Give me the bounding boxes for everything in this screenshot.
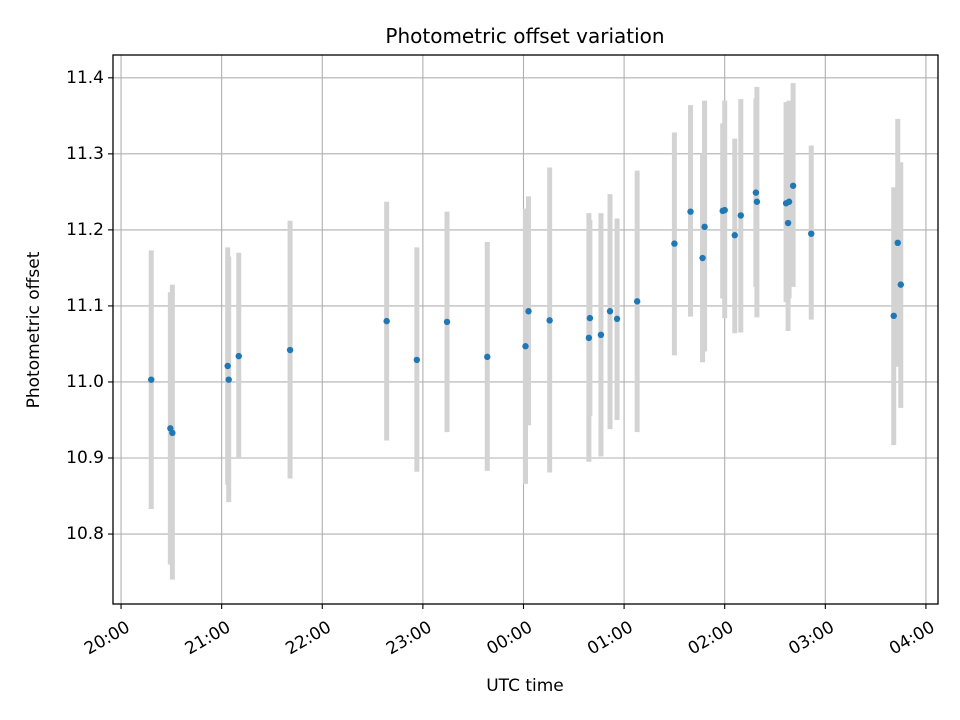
y-tick-label: 11.3 xyxy=(66,144,104,164)
y-tick-label: 10.9 xyxy=(66,448,104,468)
data-point xyxy=(785,198,793,205)
data-point xyxy=(671,240,678,247)
y-tick-label: 11.0 xyxy=(66,372,104,392)
data-point xyxy=(225,376,232,383)
data-point xyxy=(413,356,421,364)
data-point xyxy=(148,376,155,383)
data-point xyxy=(484,353,491,361)
data-point xyxy=(597,331,605,339)
data-point xyxy=(613,315,621,323)
data-point xyxy=(894,239,901,247)
data-point xyxy=(633,298,641,305)
data-point xyxy=(586,314,594,322)
data-points xyxy=(148,182,904,437)
y-tick-label: 10.8 xyxy=(66,524,104,544)
data-point xyxy=(235,352,242,360)
data-point xyxy=(546,317,553,324)
data-point xyxy=(897,281,904,288)
y-tick-label: 11.1 xyxy=(66,296,104,316)
y-tick-label: 11.4 xyxy=(66,68,104,88)
chart-title: Photometric offset variation xyxy=(385,24,664,48)
data-point xyxy=(687,208,694,215)
y-axis: 10.8 10.9 11.0 11.1 11.2 11.3 11.4 xyxy=(66,68,113,544)
data-point xyxy=(737,212,745,219)
data-point xyxy=(522,343,529,350)
data-point xyxy=(731,232,738,239)
data-point xyxy=(753,198,761,205)
data-point xyxy=(383,317,390,325)
data-point xyxy=(224,362,231,370)
x-axis-label: UTC time xyxy=(486,676,564,696)
y-axis-label: Photometric offset xyxy=(24,251,44,408)
data-point xyxy=(169,429,176,437)
data-point xyxy=(701,223,708,231)
data-point xyxy=(525,308,532,315)
data-point xyxy=(699,254,706,262)
data-point xyxy=(286,346,294,354)
data-point xyxy=(808,230,815,237)
data-point xyxy=(752,189,760,196)
data-point xyxy=(443,318,451,326)
data-point xyxy=(789,182,797,189)
data-point xyxy=(721,206,728,214)
data-point xyxy=(890,312,897,320)
y-tick-label: 11.2 xyxy=(66,220,104,240)
data-point xyxy=(784,219,792,227)
data-point xyxy=(606,308,614,315)
plot-frame xyxy=(112,54,939,605)
data-point xyxy=(585,334,593,342)
